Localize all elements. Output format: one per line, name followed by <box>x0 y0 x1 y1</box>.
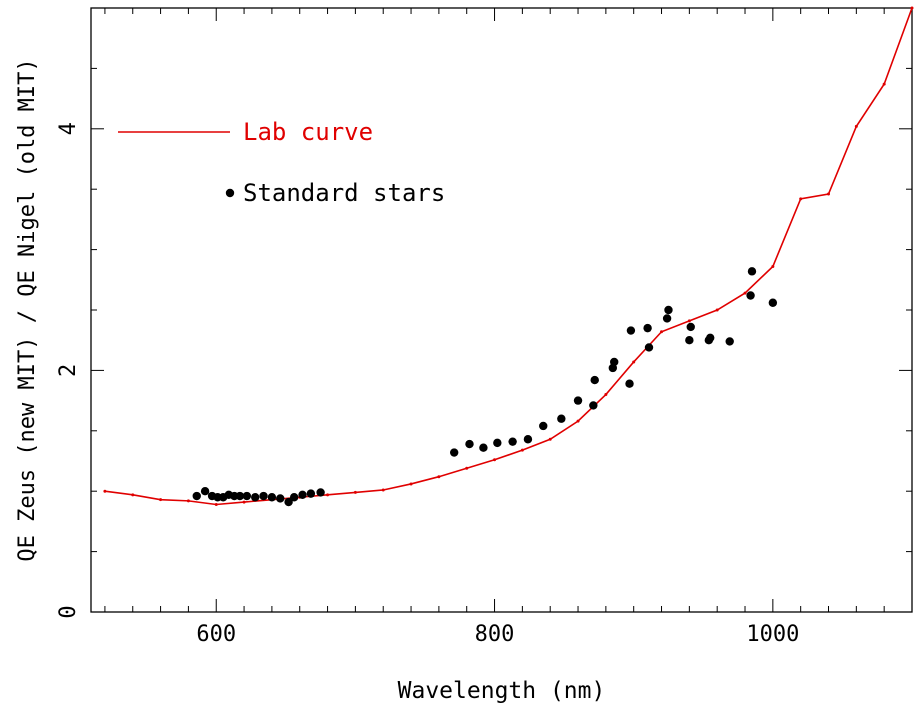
standard-star-point <box>643 323 652 333</box>
y-tick-label: 0 <box>56 605 81 618</box>
standard-star-point <box>662 314 672 323</box>
standard-star-point <box>725 337 734 346</box>
lab-curve-point <box>743 291 747 295</box>
standard-star-point <box>557 414 566 423</box>
lab-curve-point <box>910 6 914 10</box>
standard-star-point <box>316 488 325 497</box>
standard-star-point <box>235 491 245 501</box>
lab-curve-point <box>799 197 803 201</box>
lab-curve-point <box>882 82 886 86</box>
standard-star-point <box>508 437 517 446</box>
lab-curve-point <box>242 500 246 504</box>
lab-curve-point <box>632 360 636 364</box>
standard-star-point <box>479 443 488 452</box>
lab-curve-point <box>186 499 190 503</box>
standard-star-point <box>626 326 636 335</box>
lab-curve-point <box>103 489 107 493</box>
standard-star-point <box>276 494 285 503</box>
standard-star-point <box>746 291 755 300</box>
standard-star-point <box>242 491 252 501</box>
standard-star-point <box>298 490 307 500</box>
lab-curve-point <box>576 419 580 423</box>
legend-label-lab-curve: Lab curve <box>243 118 373 146</box>
lab-curve-point <box>326 493 330 497</box>
lab-curve-point <box>604 393 608 397</box>
lab-curve-point <box>520 448 524 452</box>
standard-star-point <box>589 401 598 410</box>
standard-star-point <box>664 305 673 315</box>
standard-star-point <box>200 487 210 496</box>
legend-label-standard-stars: Standard stars <box>243 179 445 207</box>
standard-star-point <box>267 493 277 502</box>
lab-curve-point <box>715 308 719 312</box>
legend-point-sample <box>225 188 235 198</box>
lab-curve-point <box>131 493 135 497</box>
standard-star-point <box>768 298 778 307</box>
standard-star-point <box>539 421 548 431</box>
x-axis-label: Wavelength (nm) <box>398 678 606 704</box>
standard-star-point <box>259 491 268 501</box>
x-tick-label: 1000 <box>746 622 799 647</box>
standard-star-point <box>449 448 459 457</box>
standard-star-point <box>251 493 260 502</box>
lab-curve-point <box>493 458 497 462</box>
lab-curve-point <box>353 490 357 494</box>
standard-star-point <box>306 489 316 498</box>
standard-star-point <box>644 343 654 352</box>
y-axis-label: QE Zeus (new MIT) / QE Nigel (old MIT) <box>15 58 40 561</box>
lab-curve-point <box>687 319 691 323</box>
standard-star-point <box>465 439 474 449</box>
standard-star-point <box>706 333 715 342</box>
standard-star-point <box>685 336 694 345</box>
lab-curve-point <box>214 502 218 506</box>
x-tick-label: 800 <box>475 622 515 647</box>
standard-star-point <box>686 322 695 332</box>
standard-star-point <box>747 267 757 276</box>
standard-star-point <box>625 379 634 388</box>
standard-star-point <box>610 357 619 367</box>
plot-frame <box>90 7 913 613</box>
lab-curve-point <box>465 466 469 470</box>
lab-curve-point <box>381 488 385 492</box>
lab-curve-point <box>660 330 664 334</box>
standard-star-point <box>493 438 502 448</box>
x-tick-label: 600 <box>196 622 236 647</box>
y-tick-label: 2 <box>56 364 81 377</box>
standard-star-point <box>289 493 299 502</box>
standard-star-point <box>284 497 293 507</box>
lab-curve-point <box>159 498 163 502</box>
standard-star-point <box>573 396 583 405</box>
lab-curve-point <box>548 437 552 441</box>
standard-star-point <box>192 491 201 501</box>
lab-curve-point <box>827 192 831 196</box>
y-tick-label: 4 <box>56 122 81 135</box>
lab-curve-point <box>437 475 441 479</box>
lab-curve-point <box>771 265 775 269</box>
lab-curve-point <box>854 124 858 128</box>
lab-curve-point <box>409 482 413 486</box>
standard-star-point <box>523 435 533 444</box>
lab-curve-line <box>104 7 913 506</box>
standard-star-point <box>590 375 599 385</box>
